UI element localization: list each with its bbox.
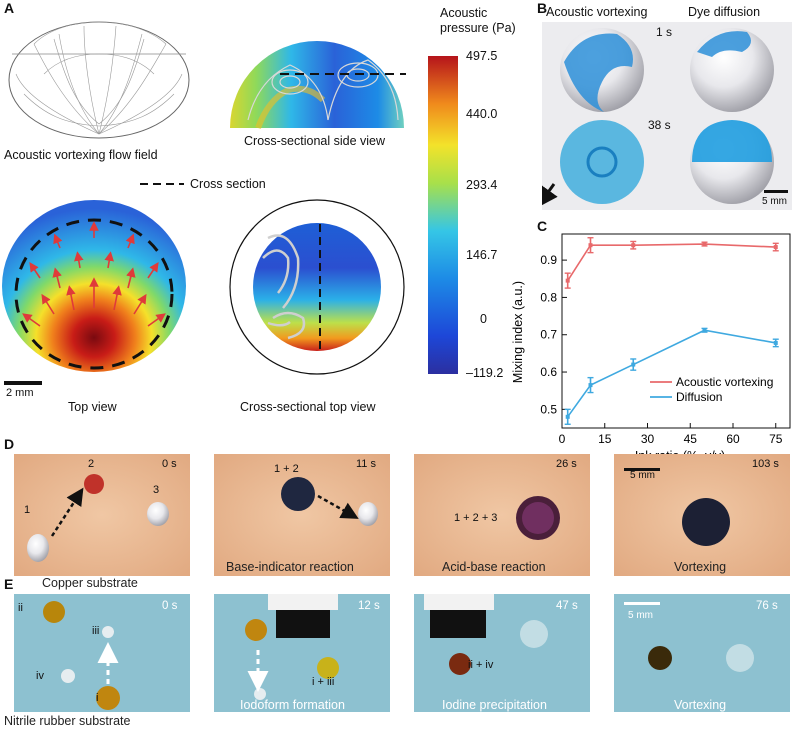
- x-tick-label: 15: [598, 432, 612, 446]
- panel-e-label: E: [4, 576, 14, 592]
- flow-field-diagram: [8, 21, 190, 139]
- e-frame-3: [414, 594, 590, 712]
- data-point: [702, 328, 707, 333]
- drop-label-i: i: [96, 692, 99, 704]
- col-dye-diffusion: Dye diffusion: [688, 5, 761, 19]
- colorbar-title-line1: Acoustic: [440, 6, 488, 20]
- x-tick-label: 45: [684, 432, 698, 446]
- nitrile-substrate-label: Nitrile rubber substrate: [4, 714, 131, 728]
- scale-bar-b-label: 5 mm: [762, 196, 787, 207]
- d-frame-2-label: 1 + 2: [274, 463, 299, 475]
- d-frame-3-label: 1 + 2 + 3: [454, 512, 498, 524]
- colorbar-title: Acoustic pressure (Pa): [440, 6, 516, 36]
- time-38s: 38 s: [648, 118, 671, 132]
- colorbar-tick: 0: [480, 312, 487, 326]
- scale-bar-2mm: [4, 381, 42, 385]
- caption-cs-top-view: Cross-sectional top view: [240, 400, 376, 414]
- e-frame-1: [14, 594, 190, 712]
- panel-c-label: C: [537, 218, 548, 234]
- x-tick-label: 30: [641, 432, 655, 446]
- d-frame-3-caption: Acid-base reaction: [442, 560, 546, 574]
- d-frame-4: [614, 454, 790, 576]
- top-view-heatmap: [2, 200, 186, 372]
- plot-frame: [561, 233, 791, 429]
- data-point: [702, 242, 707, 247]
- d-frame-2-time: 11 s: [356, 458, 376, 470]
- panel-a-label: A: [4, 0, 15, 16]
- scale-bar-2mm-label: 2 mm: [6, 387, 34, 399]
- drop-label-2: 2: [88, 458, 95, 470]
- x-tick-label: 75: [769, 432, 783, 446]
- d-scale-label: 5 mm: [630, 470, 655, 481]
- caption-top-view: Top view: [68, 400, 117, 414]
- series-line-1: [567, 329, 776, 418]
- data-point: [565, 414, 570, 419]
- data-point: [565, 278, 570, 283]
- cross-section-legend-line: [140, 183, 184, 185]
- data-point: [631, 243, 636, 248]
- side-view-heatmap: [230, 41, 406, 130]
- cs-top-view-heatmap: [229, 199, 405, 375]
- colorbar-gradient: [428, 56, 458, 374]
- d-frame-3: [414, 454, 590, 576]
- drop-label-iv: iv: [36, 670, 44, 682]
- d-frame-2-caption: Base-indicator reaction: [226, 560, 354, 574]
- e-scale-label: 5 mm: [628, 610, 653, 621]
- e-frame-2-caption: Iodoform formation: [240, 698, 345, 712]
- col-acoustic-vortexing: Acoustic vortexing: [546, 5, 648, 19]
- d-frame-3-time: 26 s: [556, 458, 577, 470]
- y-tick-label: 0.7: [540, 328, 557, 342]
- e-frame-3-caption: Iodine precipitation: [442, 698, 547, 712]
- dye-mixing-photos: [542, 22, 792, 210]
- y-tick-label: 0.8: [540, 290, 557, 304]
- data-point: [773, 340, 778, 345]
- data-point: [773, 245, 778, 250]
- drop-label-ii: ii: [18, 602, 23, 614]
- e-frame-4-caption: Vortexing: [674, 698, 727, 712]
- e-frame-3-time: 47 s: [556, 600, 578, 612]
- caption-side-view: Cross-sectional side view: [244, 134, 386, 148]
- drop-label-3: 3: [153, 484, 160, 496]
- colorbar-tick: –119.2: [466, 366, 504, 380]
- e-frame-2-label: i + iii: [312, 676, 335, 688]
- series-line-0: [567, 243, 776, 282]
- data-point: [631, 362, 636, 367]
- e-frame-4: [614, 594, 790, 712]
- data-point: [588, 243, 593, 248]
- d-frame-1-time: 0 s: [162, 458, 177, 470]
- e-frame-2-time: 12 s: [358, 600, 380, 612]
- data-point: [588, 383, 593, 388]
- x-tick-label: 60: [726, 432, 740, 446]
- drop-label-1: 1: [24, 504, 31, 516]
- y-tick-label: 0.9: [540, 253, 557, 267]
- colorbar-tick: 440.0: [466, 107, 498, 121]
- panel-b-label: B: [537, 0, 548, 16]
- x-tick-label: 0: [559, 432, 566, 446]
- e-frame-3-label: ii + iv: [468, 659, 494, 671]
- d-frame-4-time: 103 s: [752, 458, 779, 470]
- e-frame-1-time: 0 s: [162, 600, 178, 612]
- d-frame-1: [14, 454, 190, 576]
- y-tick-label: 0.5: [540, 402, 557, 416]
- drop-label-iii: iii: [92, 625, 100, 637]
- caption-flow-field: Acoustic vortexing flow field: [4, 148, 158, 162]
- e-frame-2: [214, 594, 390, 712]
- e-frame-4-time: 76 s: [756, 600, 778, 612]
- legend-label: Acoustic vortexing: [676, 375, 773, 389]
- colorbar-tick: 293.4: [466, 178, 498, 192]
- d-frame-4-caption: Vortexing: [674, 560, 727, 574]
- colorbar-tick: 146.7: [466, 248, 498, 262]
- colorbar-title-line2: pressure (Pa): [440, 21, 516, 35]
- y-axis-label: Mixing index (a.u.): [511, 281, 525, 383]
- copper-substrate-label: Copper substrate: [42, 576, 138, 590]
- legend-label: Diffusion: [676, 390, 722, 404]
- mixing-index-chart: Mixing index (a.u.) Ink ratio (%, v/v) 0…: [511, 233, 791, 463]
- time-1s: 1 s: [656, 25, 673, 39]
- d-frame-2: [214, 454, 390, 576]
- panel-d-label: D: [4, 436, 15, 452]
- y-tick-label: 0.6: [540, 365, 557, 379]
- legend-cross-section: Cross section: [190, 177, 266, 191]
- colorbar-tick: 497.5: [466, 49, 498, 63]
